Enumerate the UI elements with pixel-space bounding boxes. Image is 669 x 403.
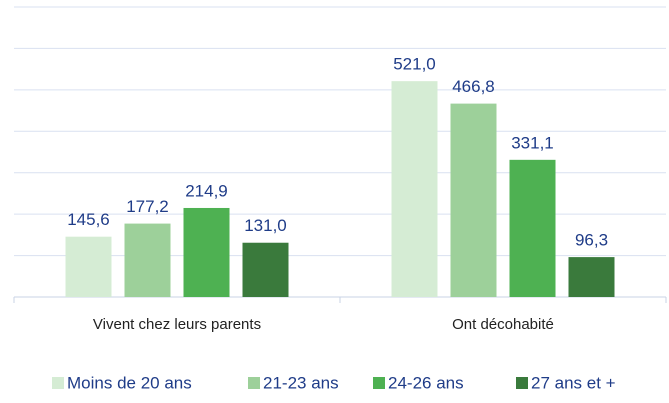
bar [124,223,171,297]
bar [183,207,230,297]
bar [568,257,615,297]
bar [450,103,497,298]
bar [242,242,289,297]
data-label: 131,0 [244,216,287,235]
legend-swatch [516,377,528,389]
legend-label: 21-23 ans [263,373,339,392]
legend-label: 24-26 ans [388,373,464,392]
data-label: 521,0 [393,55,436,74]
bar [65,236,112,297]
data-label: 214,9 [185,181,228,200]
bar [391,81,438,298]
bar [509,159,556,297]
data-label: 331,1 [511,133,554,152]
x-tick-label: Ont décohabité [452,316,554,333]
legend-swatch [248,377,260,389]
data-label: 466,8 [452,77,495,96]
data-label: 177,2 [126,197,169,216]
data-label: 96,3 [575,231,608,250]
legend-swatch [52,377,64,389]
legend-swatch [373,377,385,389]
legend-label: 27 ans et + [531,373,616,392]
x-tick-label: Vivent chez leurs parents [93,316,261,333]
legend-label: Moins de 20 ans [67,373,192,392]
data-label: 145,6 [67,210,110,229]
